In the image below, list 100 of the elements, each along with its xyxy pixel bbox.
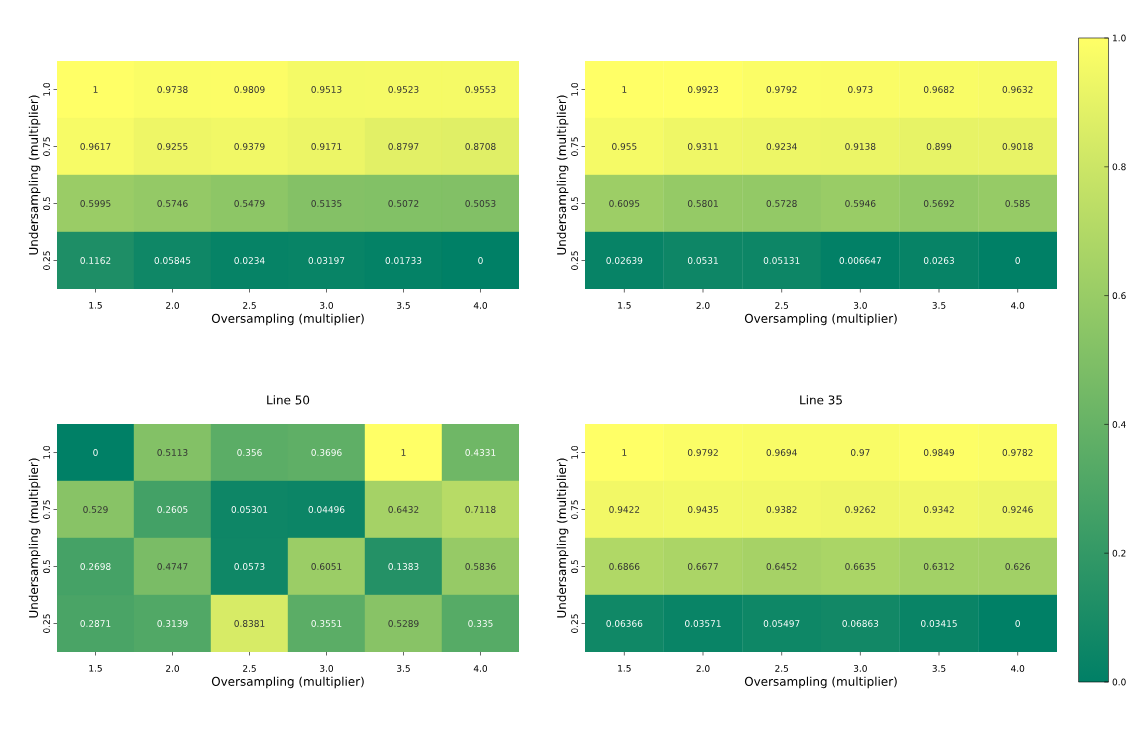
x-tick-label: 4.0 bbox=[1010, 302, 1025, 309]
x-axis-title: Oversampling (multiplier) bbox=[744, 676, 897, 689]
x-tick-label: 4.0 bbox=[473, 665, 488, 672]
x-tick-label: 1.5 bbox=[618, 302, 631, 309]
y-tick-label: 0.25 bbox=[43, 251, 50, 270]
data-label: 0.97 bbox=[850, 449, 870, 456]
data-label: 0.0573 bbox=[234, 563, 265, 570]
data-label: 0 bbox=[1015, 257, 1020, 264]
data-label: 0.9617 bbox=[80, 143, 111, 150]
data-label: 0.2605 bbox=[157, 506, 188, 513]
data-label: 0.9422 bbox=[609, 506, 640, 513]
data-label: 1 bbox=[622, 449, 627, 456]
data-label: 0.9262 bbox=[845, 506, 876, 513]
y-tick-label: 0.75 bbox=[43, 500, 50, 519]
data-label: 0.9246 bbox=[1002, 506, 1033, 513]
data-label: 1 bbox=[93, 86, 98, 93]
y-tick-label: 1.0 bbox=[43, 82, 50, 96]
y-tick-label: 0.25 bbox=[571, 251, 578, 270]
y-tick-label: 0.25 bbox=[43, 614, 50, 633]
data-label: 0.03571 bbox=[685, 620, 721, 627]
data-label: 0.05845 bbox=[154, 257, 191, 264]
data-label: 0.0531 bbox=[687, 257, 718, 264]
y-tick-label: 0.5 bbox=[43, 560, 50, 574]
x-tick-label: 3.5 bbox=[932, 665, 946, 672]
data-label: 0.9923 bbox=[687, 86, 718, 93]
x-tick-label: 2.0 bbox=[696, 665, 710, 672]
data-label: 0.626 bbox=[1005, 563, 1030, 570]
chart-title: Line 50 bbox=[267, 395, 310, 405]
data-label: 0.06863 bbox=[842, 620, 879, 627]
data-label: 0.6051 bbox=[311, 563, 342, 570]
x-tick-label: 2.0 bbox=[166, 302, 180, 309]
data-label: 0.9435 bbox=[687, 506, 718, 513]
data-label: 0.4747 bbox=[157, 563, 188, 570]
color-bar-label: 0.8 bbox=[1112, 163, 1126, 171]
x-axis-title: Oversampling (multiplier) bbox=[211, 676, 364, 689]
color-bar-label: 0.0 bbox=[1112, 678, 1126, 686]
data-label: 0.3696 bbox=[311, 449, 342, 456]
data-label: 0.9523 bbox=[388, 86, 419, 93]
data-label: 0.7118 bbox=[465, 506, 496, 513]
data-label: 0.6866 bbox=[609, 563, 640, 570]
data-label: 0.5836 bbox=[465, 563, 496, 570]
data-label: 0.585 bbox=[1005, 200, 1030, 207]
x-tick-label: 3.0 bbox=[853, 302, 867, 309]
y-axis-title: Undersampling (multiplier) bbox=[556, 95, 569, 255]
x-tick-label: 2.5 bbox=[243, 302, 256, 309]
x-tick-label: 4.0 bbox=[473, 302, 488, 309]
data-label: 0.8797 bbox=[388, 143, 419, 150]
data-label: 0.8381 bbox=[234, 620, 265, 627]
data-label: 0.955 bbox=[612, 143, 637, 150]
data-label: 0.05301 bbox=[231, 506, 268, 513]
y-axis-title: Undersampling (multiplier) bbox=[28, 95, 41, 255]
data-label: 0.899 bbox=[926, 143, 952, 150]
data-label: 0.5692 bbox=[923, 200, 954, 207]
data-label: 0 bbox=[1015, 620, 1020, 627]
data-label: 0.6312 bbox=[923, 563, 954, 570]
data-label: 0.356 bbox=[237, 449, 262, 456]
data-label: 0.01733 bbox=[385, 257, 422, 264]
y-tick-label: 1.0 bbox=[43, 445, 50, 459]
data-label: 0.335 bbox=[468, 620, 493, 627]
data-label: 0.9513 bbox=[311, 86, 342, 93]
color-bar-label: 0.6 bbox=[1112, 292, 1126, 299]
data-label: 0.04496 bbox=[308, 506, 345, 513]
data-label: 0.5746 bbox=[157, 200, 188, 207]
data-label: 0.5113 bbox=[157, 449, 188, 456]
data-label: 0.06366 bbox=[606, 620, 643, 627]
data-label: 0.9255 bbox=[157, 143, 188, 150]
x-tick-label: 1.5 bbox=[618, 665, 631, 672]
y-tick-label: 0.75 bbox=[43, 137, 50, 156]
y-tick-label: 1.0 bbox=[571, 82, 578, 96]
data-label: 0.0234 bbox=[234, 257, 265, 264]
color-bar-label: 0.2 bbox=[1112, 549, 1126, 557]
data-label: 0.9738 bbox=[157, 86, 188, 93]
y-tick-label: 0.75 bbox=[571, 137, 578, 156]
data-label: 0.03197 bbox=[308, 257, 345, 264]
x-tick-label: 2.5 bbox=[775, 302, 789, 309]
y-axis-title: Undersampling (multiplier) bbox=[28, 458, 41, 618]
data-label: 0.9171 bbox=[311, 143, 342, 150]
data-label: 0.6432 bbox=[388, 506, 419, 513]
data-label: 0.9809 bbox=[234, 86, 265, 93]
data-label: 0.5053 bbox=[465, 200, 496, 207]
x-tick-label: 3.0 bbox=[853, 665, 867, 672]
data-label: 0.9311 bbox=[687, 143, 718, 150]
data-label: 0.9632 bbox=[1002, 86, 1033, 93]
data-label: 0.0263 bbox=[923, 257, 954, 264]
data-label: 0 bbox=[93, 449, 98, 456]
data-label: 0.5728 bbox=[766, 200, 797, 207]
x-tick-label: 2.0 bbox=[166, 665, 180, 672]
data-label: 0.5072 bbox=[388, 200, 419, 207]
data-label: 0.9792 bbox=[687, 449, 718, 456]
x-tick-label: 3.5 bbox=[397, 665, 410, 672]
x-tick-label: 1.5 bbox=[89, 665, 102, 672]
data-label: 0.9849 bbox=[923, 449, 955, 456]
y-tick-label: 0.5 bbox=[43, 197, 50, 211]
x-tick-label: 1.5 bbox=[89, 302, 102, 309]
data-label: 1 bbox=[622, 86, 627, 93]
data-label: 1 bbox=[401, 449, 406, 456]
y-tick-label: 0.5 bbox=[571, 560, 578, 574]
data-label: 0.4331 bbox=[465, 449, 496, 456]
y-tick-label: 0.25 bbox=[571, 614, 578, 633]
data-label: 0.6677 bbox=[687, 563, 718, 570]
